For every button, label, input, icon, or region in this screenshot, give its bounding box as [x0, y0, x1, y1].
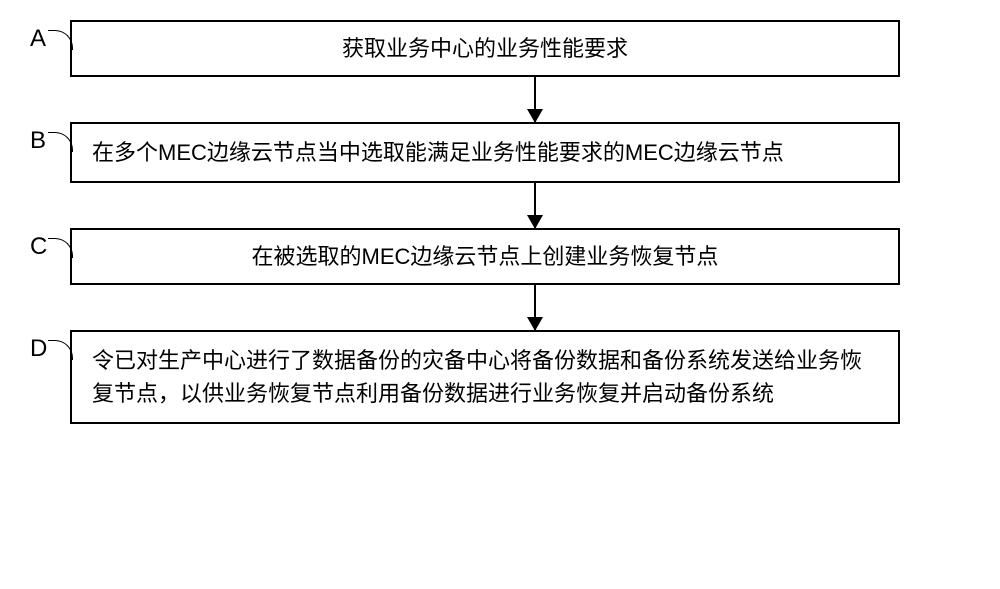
step-a-box: 获取业务中心的业务性能要求 — [70, 20, 900, 77]
step-d-label: D — [0, 330, 60, 363]
arrow-c-d-container — [0, 285, 1000, 330]
step-b-box: 在多个MEC边缘云节点当中选取能满足业务性能要求的MEC边缘云节点 — [70, 122, 900, 183]
arrow-a-b — [534, 77, 536, 122]
arrow-c-d — [534, 285, 536, 330]
label-c-text: C — [30, 233, 47, 260]
step-c-label: C — [0, 228, 60, 261]
step-b-text: 在多个MEC边缘云节点当中选取能满足业务性能要求的MEC边缘云节点 — [92, 140, 784, 165]
arrow-b-c-container — [0, 183, 1000, 228]
flowchart-container: A 获取业务中心的业务性能要求 B 在多个MEC边缘云节点当中选取能满足业务性能… — [0, 20, 1000, 424]
step-d-box: 令已对生产中心进行了数据备份的灾备中心将备份数据和备份系统发送给业务恢复节点，以… — [70, 330, 900, 424]
step-c-text: 在被选取的MEC边缘云节点上创建业务恢复节点 — [252, 244, 719, 269]
arrow-b-c — [534, 183, 536, 228]
step-a-text: 获取业务中心的业务性能要求 — [342, 36, 628, 61]
step-d-row: D 令已对生产中心进行了数据备份的灾备中心将备份数据和备份系统发送给业务恢复节点… — [0, 330, 1000, 424]
step-b-row: B 在多个MEC边缘云节点当中选取能满足业务性能要求的MEC边缘云节点 — [0, 122, 1000, 183]
label-d-text: D — [30, 335, 47, 362]
step-d-text: 令已对生产中心进行了数据备份的灾备中心将备份数据和备份系统发送给业务恢复节点，以… — [92, 348, 862, 406]
step-c-row: C 在被选取的MEC边缘云节点上创建业务恢复节点 — [0, 228, 1000, 285]
step-a-label: A — [0, 20, 60, 53]
label-a-text: A — [30, 25, 46, 52]
step-b-label: B — [0, 122, 60, 155]
step-a-row: A 获取业务中心的业务性能要求 — [0, 20, 1000, 77]
step-c-box: 在被选取的MEC边缘云节点上创建业务恢复节点 — [70, 228, 900, 285]
label-b-text: B — [30, 127, 46, 154]
arrow-a-b-container — [0, 77, 1000, 122]
